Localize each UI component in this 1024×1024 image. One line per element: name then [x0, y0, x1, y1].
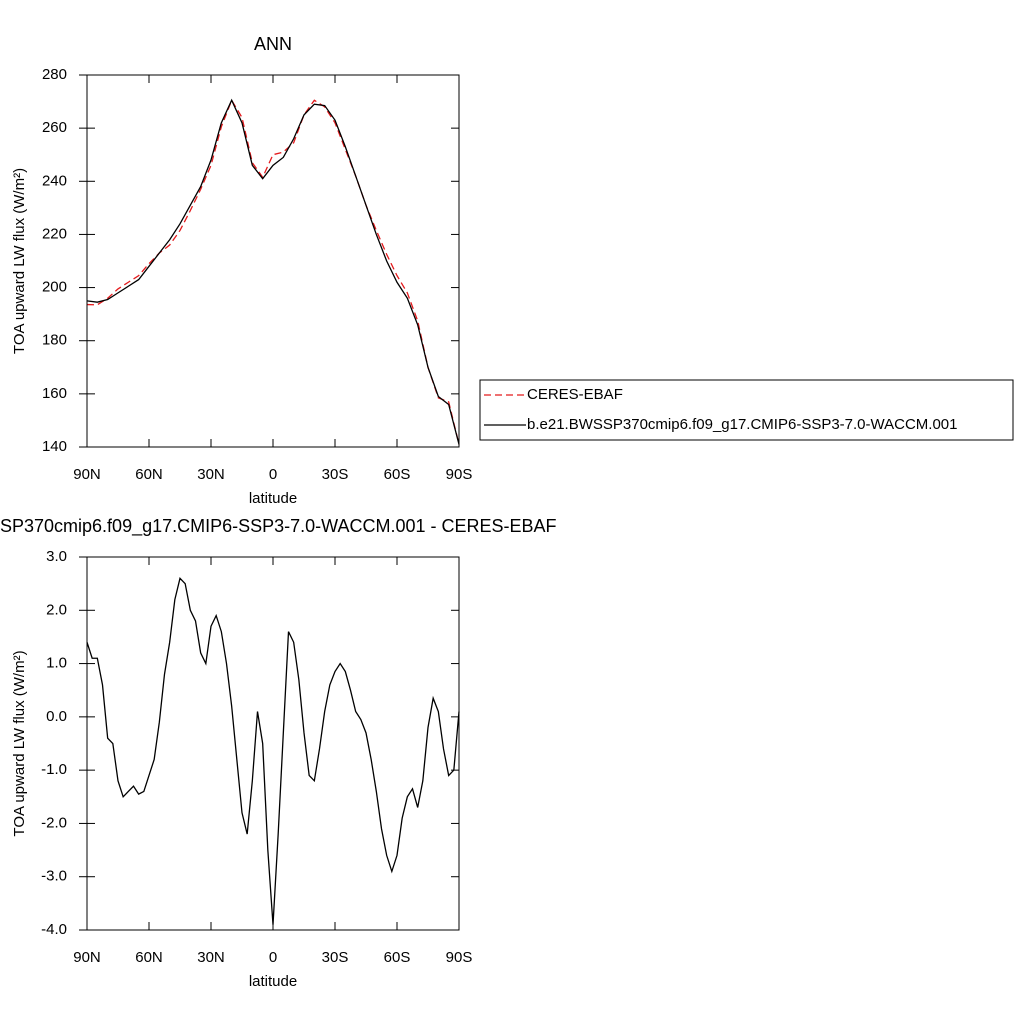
data-line	[86, 98, 460, 445]
plot-frame	[86, 74, 460, 448]
chart-title: ANN	[254, 34, 292, 54]
x-tick-label: 60S	[384, 466, 411, 483]
y-axis-label: TOA upward LW flux (W/m²)	[11, 650, 28, 836]
x-tick-label: 30N	[197, 949, 225, 966]
y-tick-label: -3.0	[41, 868, 67, 885]
y-tick-label: 200	[42, 279, 67, 296]
y-tick-label: 3.0	[46, 548, 67, 565]
x-tick-label: 30N	[197, 466, 225, 483]
y-tick-label: 140	[42, 438, 67, 455]
x-tick-label: 30S	[322, 466, 349, 483]
legend-box	[479, 379, 1014, 441]
chart-title: SP370cmip6.f09_g17.CMIP6-SSP3-7.0-WACCM.…	[0, 516, 557, 537]
legend-label: b.e21.BWSSP370cmip6.f09_g17.CMIP6-SSP3-7…	[527, 416, 957, 433]
y-tick-label: -1.0	[41, 761, 67, 778]
data-line	[86, 98, 460, 445]
y-tick-label: -2.0	[41, 814, 67, 831]
y-tick-label: 160	[42, 385, 67, 402]
y-tick-label: 180	[42, 332, 67, 349]
y-tick-label: 0.0	[46, 708, 67, 725]
y-tick-label: 1.0	[46, 655, 67, 672]
y-tick-label: 280	[42, 66, 67, 83]
x-tick-label: 90S	[446, 466, 473, 483]
y-tick-label: -4.0	[41, 921, 67, 938]
x-axis-label: latitude	[249, 490, 297, 507]
x-axis-label: latitude	[249, 973, 297, 990]
x-tick-label: 0	[269, 949, 277, 966]
data-line	[86, 577, 460, 925]
x-tick-label: 60N	[135, 466, 163, 483]
x-tick-label: 90S	[446, 949, 473, 966]
y-tick-label: 2.0	[46, 601, 67, 618]
x-tick-label: 90N	[73, 949, 101, 966]
y-axis-label: TOA upward LW flux (W/m²)	[11, 168, 28, 354]
legend-label: CERES-EBAF	[527, 386, 623, 403]
x-tick-label: 60N	[135, 949, 163, 966]
x-tick-label: 30S	[322, 949, 349, 966]
x-tick-label: 0	[269, 466, 277, 483]
x-tick-label: 60S	[384, 949, 411, 966]
plot-frame	[86, 556, 460, 931]
y-tick-label: 220	[42, 225, 67, 242]
y-tick-label: 260	[42, 119, 67, 136]
x-tick-label: 90N	[73, 466, 101, 483]
y-tick-label: 240	[42, 172, 67, 189]
